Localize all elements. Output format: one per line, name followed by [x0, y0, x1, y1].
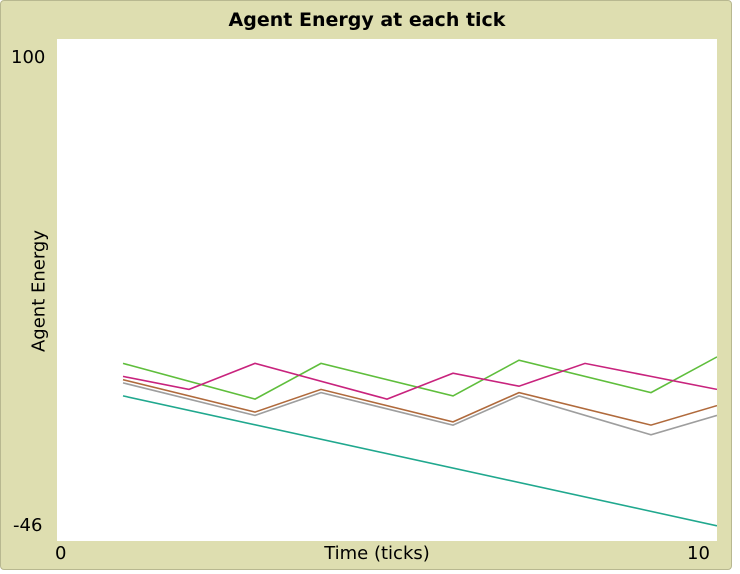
series-line-2: [122, 362, 717, 400]
chart-title: Agent Energy at each tick: [228, 9, 506, 31]
y-tick-max: 100: [11, 47, 46, 68]
x-axis-label: Time (ticks): [324, 543, 430, 564]
y-axis-label: Agent Energy: [28, 229, 50, 353]
chart-svg: [122, 356, 717, 527]
series-line-3: [122, 378, 717, 426]
series-line-1: [122, 356, 717, 400]
series-line-5: [122, 395, 717, 527]
plot-area: [57, 39, 717, 541]
x-tick-max: 10: [687, 543, 710, 564]
series-line-4: [122, 382, 717, 436]
y-tick-min: -46: [13, 515, 43, 536]
x-tick-min: 0: [55, 543, 67, 564]
